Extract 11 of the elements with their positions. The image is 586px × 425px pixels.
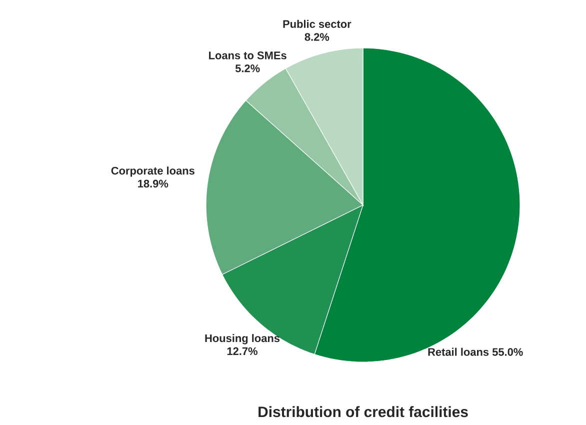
data-label: 18.9% xyxy=(138,180,168,188)
slice-label: Retail loans xyxy=(428,348,489,356)
slice-label: Housing loans xyxy=(205,334,280,344)
slice-label: Corporate loans xyxy=(111,166,194,177)
text: Distribution of credit facilities xyxy=(258,406,468,418)
data-label: 8.2% xyxy=(304,33,330,41)
data-label: 5.2% xyxy=(235,64,260,72)
data-label: 55.0% xyxy=(492,348,523,356)
slice-label: Public sector xyxy=(283,20,352,28)
data-label: 12.7% xyxy=(227,347,258,356)
slice-label: Loans to SMEs xyxy=(209,52,286,60)
